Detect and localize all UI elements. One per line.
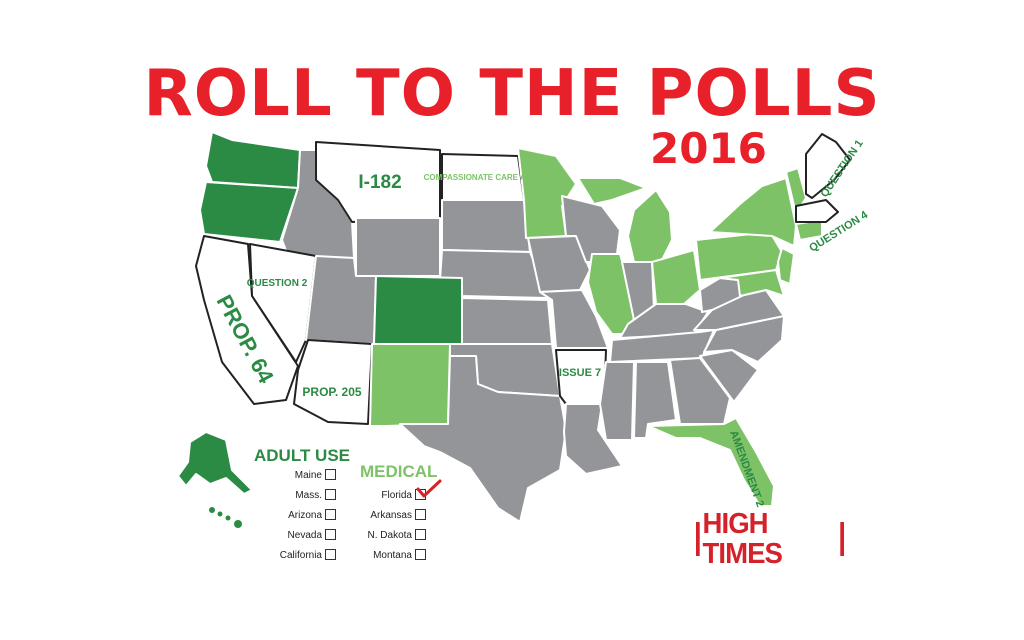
- state-alaska[interactable]: [177, 431, 253, 495]
- state-south-dakota[interactable]: [441, 199, 531, 253]
- state-massachusetts[interactable]: [795, 199, 839, 223]
- state-california[interactable]: [195, 235, 299, 405]
- state-colorado[interactable]: [373, 275, 463, 345]
- legend-medical-title: MEDICAL: [360, 462, 438, 481]
- legend-medical-item: Arkansas: [370, 510, 412, 521]
- state-wyoming[interactable]: [355, 217, 441, 277]
- legend-checkbox[interactable]: [415, 549, 426, 560]
- label-montana: I-182: [358, 172, 401, 193]
- state-kentucky[interactable]: [619, 303, 709, 339]
- legend-adult-item: Maine: [294, 470, 322, 481]
- state-montana[interactable]: [315, 141, 441, 223]
- state-michigan-upper[interactable]: [577, 177, 647, 205]
- legend-checkbox[interactable]: [325, 469, 336, 480]
- brand-logo-text: HIGH TIMES: [699, 509, 841, 569]
- legend-checkbox[interactable]: [325, 529, 336, 540]
- state-vermont[interactable]: [785, 167, 807, 215]
- legend-checkbox[interactable]: [325, 509, 336, 520]
- state-new-york[interactable]: [709, 177, 797, 247]
- state-michigan[interactable]: [627, 189, 673, 265]
- state-georgia[interactable]: [669, 357, 731, 425]
- page-title: ROLL TO THE POLLS: [143, 57, 881, 131]
- check-mark-icon: [416, 479, 442, 498]
- state-ohio[interactable]: [651, 249, 701, 305]
- legend-checkbox[interactable]: [415, 529, 426, 540]
- legend-adult-item: California: [279, 550, 322, 561]
- state-hawaii[interactable]: [209, 507, 242, 528]
- label-nevada: QUESTION 2: [247, 278, 308, 289]
- state-new-mexico[interactable]: [369, 343, 451, 427]
- state-kansas[interactable]: [461, 297, 553, 345]
- legend-medical-item: Montana: [373, 550, 412, 561]
- state-texas[interactable]: [399, 355, 567, 523]
- state-new-jersey[interactable]: [777, 247, 795, 285]
- label-arizona: PROP. 205: [302, 385, 361, 399]
- legend-adult-item: Nevada: [287, 530, 322, 541]
- state-washington[interactable]: [205, 131, 301, 189]
- legend-medical-item: Florida: [381, 490, 412, 501]
- state-alabama[interactable]: [633, 361, 677, 439]
- state-florida[interactable]: [647, 417, 775, 507]
- state-nebraska[interactable]: [439, 249, 549, 299]
- state-mississippi[interactable]: [599, 361, 635, 441]
- label-north-dakota: COMPASSIONATE CARE ACT: [424, 173, 537, 182]
- brand-logo: HIGH TIMES: [696, 509, 844, 569]
- state-missouri[interactable]: [539, 289, 609, 349]
- state-south-carolina[interactable]: [699, 349, 759, 403]
- legend-adult-item: Mass.: [295, 490, 322, 501]
- legend-medical-item: N. Dakota: [367, 530, 412, 541]
- legend-checkbox[interactable]: [325, 489, 336, 500]
- legend-adult-item: Arizona: [288, 510, 322, 521]
- state-maryland[interactable]: [719, 269, 785, 297]
- label-arkansas: ISSUE 7: [559, 367, 601, 379]
- legend-checkbox[interactable]: [325, 549, 336, 560]
- state-arizona[interactable]: [293, 339, 373, 425]
- page-subtitle-year: 2016: [650, 124, 767, 173]
- legend-adult-use-title: ADULT USE: [254, 446, 351, 465]
- legend-checkbox[interactable]: [415, 509, 426, 520]
- state-maine[interactable]: [805, 133, 851, 199]
